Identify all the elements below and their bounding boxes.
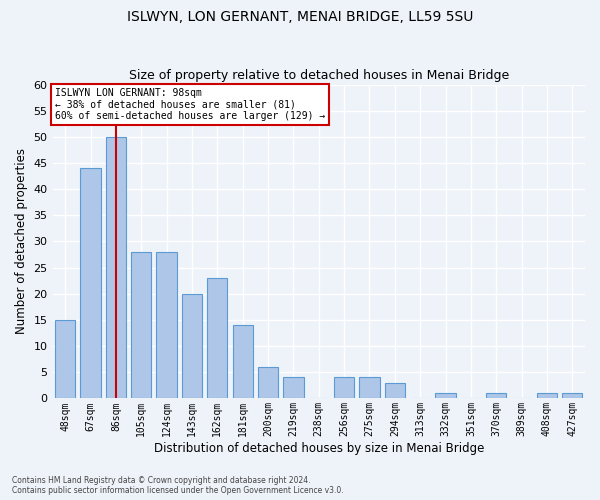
Title: Size of property relative to detached houses in Menai Bridge: Size of property relative to detached ho…	[128, 69, 509, 82]
Text: Contains HM Land Registry data © Crown copyright and database right 2024.
Contai: Contains HM Land Registry data © Crown c…	[12, 476, 344, 495]
Y-axis label: Number of detached properties: Number of detached properties	[15, 148, 28, 334]
Bar	[283, 378, 304, 398]
Bar	[334, 378, 354, 398]
Bar	[182, 294, 202, 399]
Bar	[106, 137, 126, 398]
Bar	[486, 393, 506, 398]
Bar	[436, 393, 455, 398]
Bar	[55, 320, 76, 398]
Bar	[157, 252, 177, 398]
X-axis label: Distribution of detached houses by size in Menai Bridge: Distribution of detached houses by size …	[154, 442, 484, 455]
Text: ISLWYN, LON GERNANT, MENAI BRIDGE, LL59 5SU: ISLWYN, LON GERNANT, MENAI BRIDGE, LL59 …	[127, 10, 473, 24]
Bar	[258, 367, 278, 398]
Bar	[385, 382, 405, 398]
Bar	[537, 393, 557, 398]
Bar	[131, 252, 151, 398]
Bar	[207, 278, 227, 398]
Bar	[359, 378, 380, 398]
Bar	[562, 393, 583, 398]
Bar	[233, 325, 253, 398]
Bar	[80, 168, 101, 398]
Text: ISLWYN LON GERNANT: 98sqm
← 38% of detached houses are smaller (81)
60% of semi-: ISLWYN LON GERNANT: 98sqm ← 38% of detac…	[55, 88, 325, 121]
